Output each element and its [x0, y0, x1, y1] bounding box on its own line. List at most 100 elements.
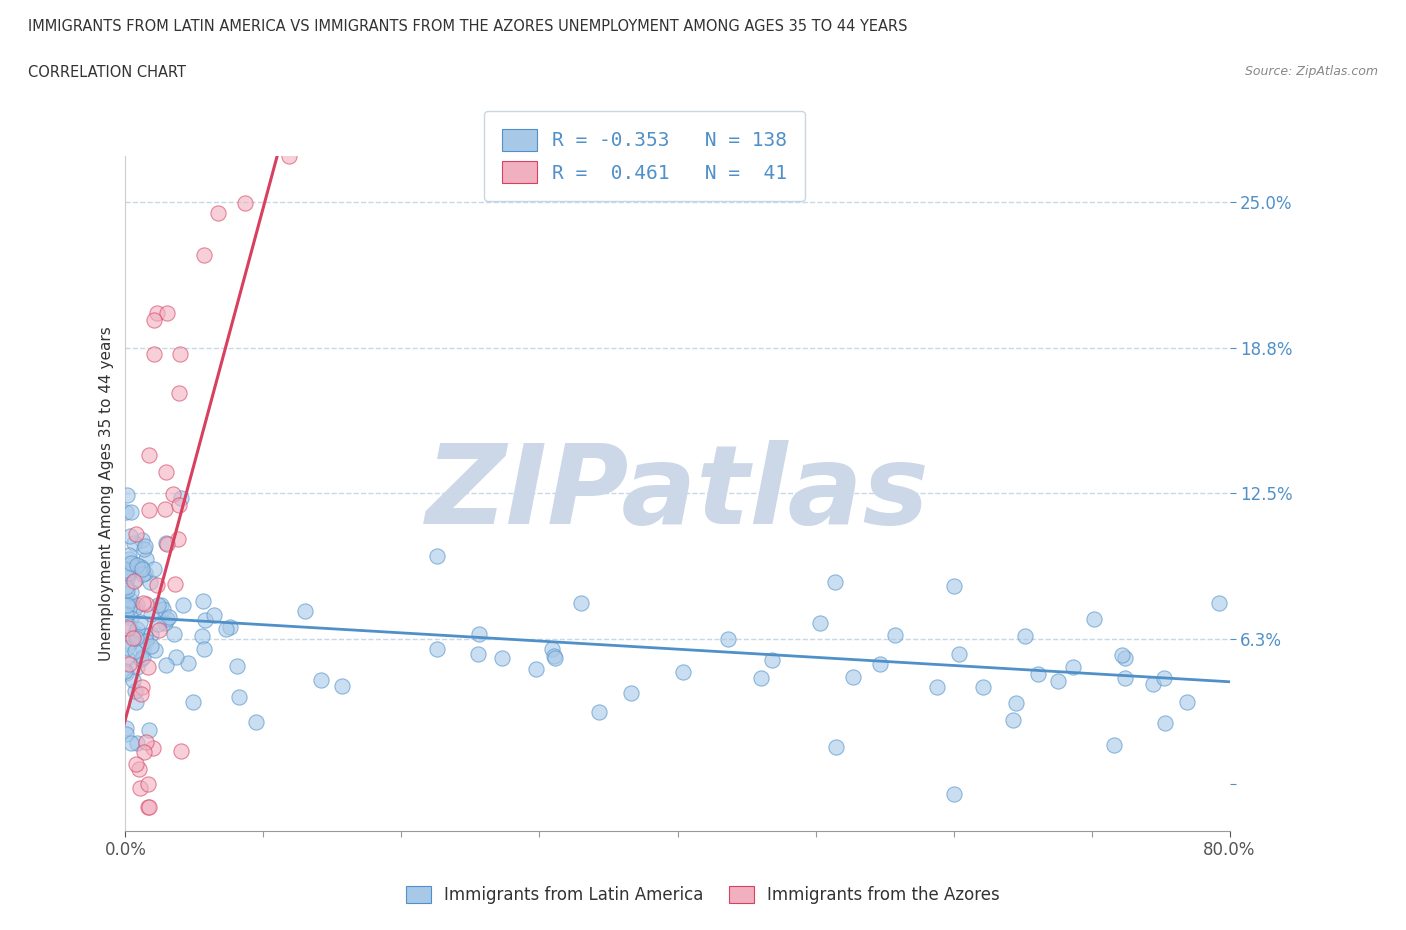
Point	[148, 617, 170, 631]
Point	[181, 695, 204, 710]
Point	[114, 663, 136, 678]
Point	[167, 498, 190, 512]
Point	[124, 644, 146, 658]
Point	[143, 347, 166, 362]
Y-axis label: Unemployment Among Ages 35 to 44 years: Unemployment Among Ages 35 to 44 years	[100, 326, 114, 660]
Point	[135, 596, 157, 611]
Point	[426, 549, 449, 564]
Text: CORRELATION CHART: CORRELATION CHART	[28, 65, 186, 80]
Point	[131, 679, 153, 694]
Point	[193, 612, 215, 627]
Point	[228, 690, 250, 705]
Point	[193, 593, 215, 608]
Point	[207, 206, 229, 220]
Point	[165, 650, 187, 665]
Point	[1102, 737, 1125, 752]
Point	[131, 533, 153, 548]
Point	[1014, 629, 1036, 644]
Point	[141, 639, 163, 654]
Point	[176, 656, 198, 671]
Point	[124, 631, 146, 645]
Point	[167, 386, 190, 401]
Point	[132, 650, 155, 665]
Point	[162, 627, 184, 642]
Point	[132, 595, 155, 610]
Point	[122, 536, 145, 551]
Point	[127, 736, 149, 751]
Point	[1114, 651, 1136, 666]
Point	[761, 653, 783, 668]
Point	[294, 604, 316, 618]
Point	[120, 610, 142, 625]
Point	[148, 597, 170, 612]
Point	[118, 618, 141, 633]
Point	[118, 528, 141, 543]
Point	[841, 670, 863, 684]
Point	[544, 650, 567, 665]
Point	[125, 659, 148, 674]
Point	[124, 601, 146, 616]
Point	[136, 800, 159, 815]
Point	[156, 612, 179, 627]
Point	[1005, 696, 1028, 711]
Point	[114, 666, 136, 681]
Point	[135, 735, 157, 750]
Point	[1026, 667, 1049, 682]
Point	[115, 721, 138, 736]
Point	[115, 598, 138, 613]
Point	[134, 565, 156, 580]
Point	[118, 601, 141, 616]
Point	[118, 657, 141, 671]
Point	[141, 606, 163, 621]
Point	[943, 578, 966, 593]
Point	[1062, 659, 1084, 674]
Point	[1111, 647, 1133, 662]
Point	[569, 595, 592, 610]
Legend: R = -0.353   N = 138, R =  0.461   N =  41: R = -0.353 N = 138, R = 0.461 N = 41	[484, 112, 804, 201]
Point	[1114, 671, 1136, 686]
Point	[170, 491, 193, 506]
Point	[215, 621, 238, 636]
Point	[491, 651, 513, 666]
Point	[155, 658, 177, 672]
Point	[1047, 674, 1070, 689]
Point	[124, 626, 146, 641]
Point	[124, 695, 146, 710]
Point	[1142, 677, 1164, 692]
Point	[672, 665, 695, 680]
Point	[115, 607, 138, 622]
Point	[122, 557, 145, 572]
Point	[128, 761, 150, 776]
Point	[134, 629, 156, 644]
Point	[117, 651, 139, 666]
Point	[156, 537, 179, 551]
Point	[124, 684, 146, 698]
Point	[620, 685, 643, 700]
Point	[115, 571, 138, 586]
Point	[138, 777, 160, 791]
Point	[155, 536, 177, 551]
Point	[148, 622, 170, 637]
Point	[153, 501, 176, 516]
Text: ZIPatlas: ZIPatlas	[426, 440, 929, 547]
Point	[468, 627, 491, 642]
Point	[117, 565, 139, 580]
Point	[524, 662, 547, 677]
Point	[163, 577, 186, 591]
Point	[129, 686, 152, 701]
Point	[202, 608, 225, 623]
Point	[135, 551, 157, 566]
Point	[132, 744, 155, 759]
Point	[125, 572, 148, 587]
Point	[869, 656, 891, 671]
Text: Source: ZipAtlas.com: Source: ZipAtlas.com	[1244, 65, 1378, 78]
Point	[808, 615, 831, 630]
Text: IMMIGRANTS FROM LATIN AMERICA VS IMMIGRANTS FROM THE AZORES UNEMPLOYMENT AMONG A: IMMIGRANTS FROM LATIN AMERICA VS IMMIGRA…	[28, 19, 908, 33]
Point	[155, 464, 177, 479]
Point	[139, 575, 162, 590]
Point	[127, 558, 149, 573]
Point	[129, 615, 152, 630]
Point	[129, 560, 152, 575]
Point	[129, 652, 152, 667]
Point	[131, 562, 153, 577]
